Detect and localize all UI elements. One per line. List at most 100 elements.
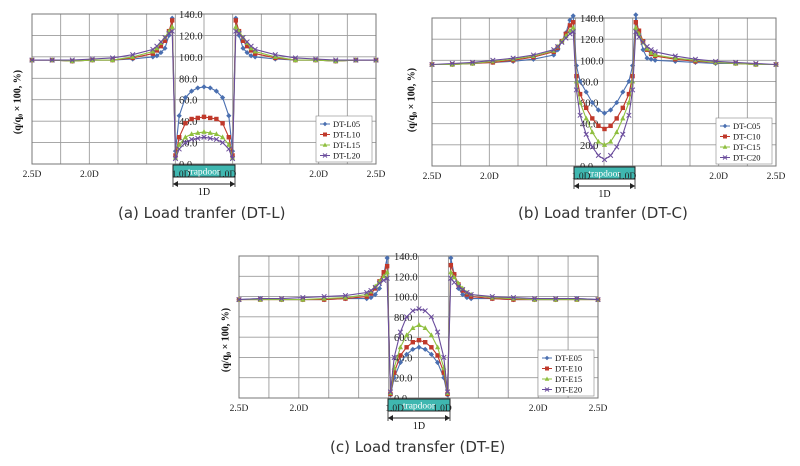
span-label: 1D <box>413 421 425 432</box>
data-point <box>423 340 428 345</box>
data-point <box>162 38 168 43</box>
span-label: 1D <box>198 187 210 198</box>
data-point <box>563 35 569 41</box>
data-point <box>195 135 201 141</box>
data-point <box>207 135 213 141</box>
legend-marker <box>322 153 328 158</box>
data-point <box>633 20 639 25</box>
data-point <box>244 39 250 45</box>
trapdoor-label: trapdoor <box>188 168 221 178</box>
data-point <box>403 314 410 320</box>
data-point <box>510 294 517 301</box>
data-point <box>607 152 614 159</box>
data-point <box>162 45 168 51</box>
data-point <box>312 56 319 62</box>
data-point <box>397 344 403 350</box>
data-point <box>448 269 454 275</box>
data-point <box>555 43 561 50</box>
legend-marker <box>323 132 327 137</box>
data-point <box>226 113 232 119</box>
data-point <box>169 18 175 23</box>
chart-c-svg: 140.0120.0100.080.060.040.020.00.0DT-E05… <box>230 252 608 432</box>
legend-marker <box>722 144 728 149</box>
trapdoor-bar <box>387 398 451 412</box>
y-tick-label: 60.0 <box>394 333 412 344</box>
y-tick-label: 80.0 <box>580 77 598 88</box>
x-tick-label: 2.5D <box>767 172 786 182</box>
data-point <box>648 47 654 53</box>
data-point <box>640 39 646 45</box>
data-point <box>614 129 620 135</box>
data-point <box>49 57 55 63</box>
data-point <box>468 291 474 298</box>
x-tick-label: 2.5D <box>230 404 249 414</box>
data-point <box>441 375 447 381</box>
legend-label: DT-L10 <box>333 130 360 140</box>
data-point <box>376 285 383 292</box>
x-tick-label: 2.0D <box>480 172 499 182</box>
data-point <box>244 43 250 49</box>
data-point <box>252 51 258 56</box>
trapdoor-bar <box>172 164 236 178</box>
data-point <box>577 78 583 85</box>
trapdoor-bar <box>573 166 636 180</box>
data-point <box>416 322 422 327</box>
data-point <box>176 141 182 147</box>
data-point <box>233 28 239 34</box>
legend-marker <box>722 155 728 160</box>
x-tick-label: 2.0D <box>289 404 308 414</box>
trapdoor-label: trapdoor <box>588 170 621 180</box>
data-point <box>460 286 466 293</box>
data-point <box>570 20 576 25</box>
x-tick-label: 1.0D <box>618 172 637 182</box>
legend-marker <box>545 366 549 371</box>
chart-a-svg: 140.0120.0100.080.060.040.020.00.0DT-L05… <box>23 10 386 198</box>
data-point <box>636 28 642 33</box>
data-point <box>626 78 632 85</box>
data-point <box>620 115 626 121</box>
y-tick-label: 120.0 <box>394 272 418 283</box>
data-point <box>577 91 583 97</box>
trapdoor-label: trapdoor <box>403 402 436 412</box>
data-point <box>441 354 447 361</box>
data-point <box>567 23 573 28</box>
plot-frame <box>431 17 777 167</box>
y-tick-label: 20.0 <box>179 139 197 150</box>
data-point <box>189 116 194 122</box>
data-point <box>201 114 207 120</box>
data-point <box>434 329 441 335</box>
legend-marker <box>544 387 550 392</box>
data-point <box>559 38 565 44</box>
data-point <box>620 131 626 137</box>
data-point <box>69 57 75 63</box>
data-point <box>464 292 470 297</box>
data-point <box>240 34 246 41</box>
data-point <box>429 61 435 68</box>
data-point <box>248 45 254 51</box>
data-point <box>460 288 465 293</box>
data-point <box>583 131 589 137</box>
data-point <box>252 46 258 53</box>
data-point <box>452 272 457 277</box>
data-point <box>384 275 390 281</box>
data-point <box>608 138 614 144</box>
data-point <box>490 57 496 63</box>
x-tick-label: 2.5D <box>23 170 42 180</box>
chart-caption-c: (c) Load transfer (DT-E) <box>330 438 506 456</box>
data-point <box>620 89 626 95</box>
data-point <box>183 121 188 126</box>
data-point <box>416 337 422 343</box>
data-point <box>208 115 213 121</box>
data-point <box>189 131 195 136</box>
trapdoor: trapdoor <box>573 166 636 180</box>
data-point <box>130 52 136 58</box>
data-point <box>226 141 232 147</box>
data-point <box>644 45 650 51</box>
x-tick-label: 2.5D <box>367 170 386 180</box>
span-arrowhead-right <box>630 183 635 189</box>
data-point <box>214 116 219 122</box>
data-point <box>272 54 278 59</box>
data-point <box>444 389 451 395</box>
data-point <box>573 87 580 93</box>
data-point <box>652 57 658 63</box>
